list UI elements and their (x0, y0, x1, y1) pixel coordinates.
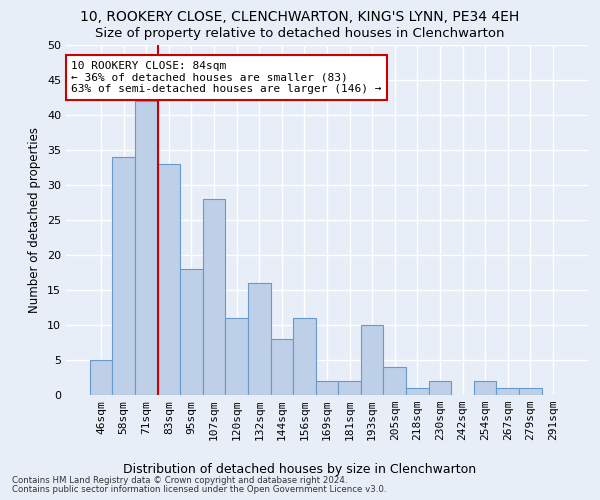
Bar (248, 283, 271, 395)
Text: Contains public sector information licensed under the Open Government Licence v3: Contains public sector information licen… (12, 485, 386, 494)
Bar (293, 318, 316, 395)
Bar (316, 381, 338, 395)
Y-axis label: Number of detached properties: Number of detached properties (28, 127, 41, 313)
Bar (90, 360, 112, 395)
Bar (135, 101, 158, 395)
Text: Contains HM Land Registry data © Crown copyright and database right 2024.: Contains HM Land Registry data © Crown c… (12, 476, 347, 485)
Bar (496, 388, 519, 395)
Bar (112, 157, 135, 395)
Bar (180, 269, 203, 395)
Text: Distribution of detached houses by size in Clenchwarton: Distribution of detached houses by size … (124, 462, 476, 475)
Bar (338, 381, 361, 395)
Bar (383, 367, 406, 395)
Bar (519, 388, 542, 395)
Bar (158, 164, 180, 395)
Bar (474, 381, 496, 395)
Text: Size of property relative to detached houses in Clenchwarton: Size of property relative to detached ho… (95, 28, 505, 40)
Bar (406, 388, 428, 395)
Text: 10, ROOKERY CLOSE, CLENCHWARTON, KING'S LYNN, PE34 4EH: 10, ROOKERY CLOSE, CLENCHWARTON, KING'S … (80, 10, 520, 24)
Bar (361, 325, 383, 395)
Bar (271, 339, 293, 395)
Bar (226, 318, 248, 395)
Bar (428, 381, 451, 395)
Text: 10 ROOKERY CLOSE: 84sqm
← 36% of detached houses are smaller (83)
63% of semi-de: 10 ROOKERY CLOSE: 84sqm ← 36% of detache… (71, 60, 382, 94)
Bar (203, 199, 226, 395)
